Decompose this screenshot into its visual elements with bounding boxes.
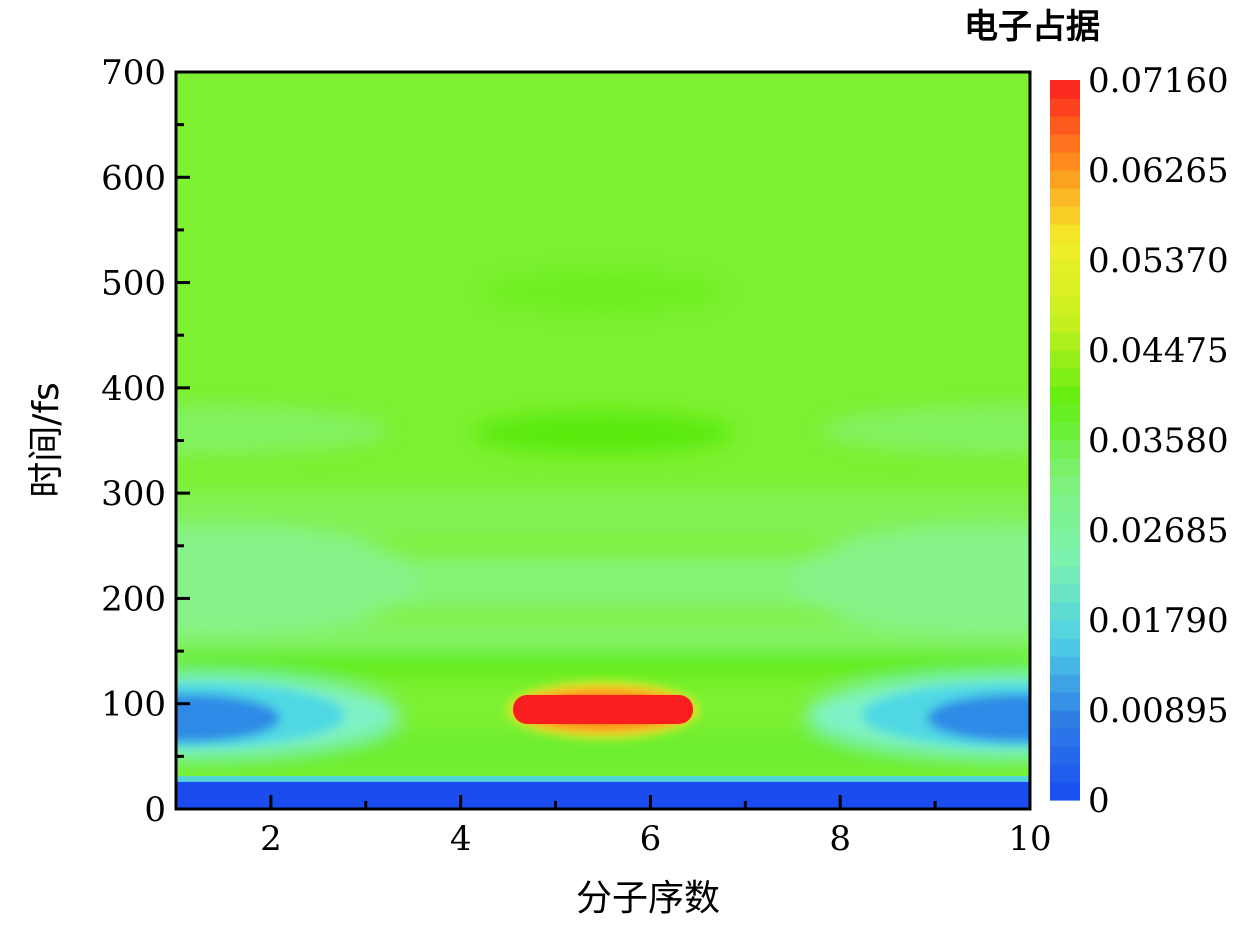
colorbar-level (1050, 782, 1080, 801)
colorbar-level (1050, 512, 1080, 531)
colorbar-level (1050, 674, 1080, 693)
colorbar-level (1050, 404, 1080, 423)
colorbar-level (1050, 206, 1080, 225)
x-tick-label: 6 (640, 819, 662, 859)
colorbar (1050, 80, 1080, 801)
colorbar-level (1050, 170, 1080, 189)
colorbar-level (1050, 458, 1080, 477)
colorbar-level (1050, 98, 1080, 117)
y-tick-label: 500 (101, 264, 166, 304)
colorbar-level (1050, 80, 1080, 99)
colorbar-tick-label: 0.04475 (1088, 331, 1229, 371)
colorbar-tick-label: 0 (1088, 781, 1110, 821)
colorbar-labels: 0 0.00895 0.01790 0.02685 0.03580 0.04475 0.05… (1088, 61, 1229, 821)
colorbar-level (1050, 710, 1080, 729)
colorbar-level (1050, 224, 1080, 243)
y-tick-label: 400 (101, 369, 166, 409)
y-tick-label: 700 (101, 53, 166, 93)
colorbar-tick-label: 0.01790 (1088, 601, 1229, 641)
colorbar-level (1050, 530, 1080, 549)
x-tick-label: 4 (450, 819, 472, 859)
colorbar-level (1050, 278, 1080, 297)
colorbar-level (1050, 314, 1080, 333)
axis-ticks (176, 70, 1032, 811)
colorbar-level (1050, 620, 1080, 639)
y-axis-title: 时间/fs (26, 382, 67, 498)
y-tick-labels: 0 100 200 300 400 500 600 700 (101, 53, 166, 830)
y-tick-label: 300 (101, 474, 166, 514)
colorbar-tick-label: 0.07160 (1088, 61, 1229, 101)
colorbar-level (1050, 656, 1080, 675)
colorbar-level (1050, 584, 1080, 603)
x-tick-labels: 2 4 6 8 10 (260, 819, 1052, 859)
x-tick-label: 2 (260, 819, 282, 859)
colorbar-level (1050, 728, 1080, 747)
colorbar-tick-label: 0.02685 (1088, 511, 1229, 551)
y-tick-label: 200 (101, 579, 166, 619)
colorbar-title: 电子占据 (964, 7, 1100, 47)
colorbar-level (1050, 134, 1080, 153)
y-tick-label: 600 (101, 158, 166, 198)
y-tick-label: 100 (101, 685, 166, 725)
colorbar-level (1050, 188, 1080, 207)
colorbar-level (1050, 260, 1080, 279)
colorbar-level (1050, 764, 1080, 783)
colorbar-level (1050, 332, 1080, 351)
colorbar-tick-label: 0.03580 (1088, 421, 1229, 461)
colorbar-level (1050, 422, 1080, 441)
colorbar-level (1050, 746, 1080, 765)
colorbar-level (1050, 566, 1080, 585)
colorbar-level (1050, 548, 1080, 567)
colorbar-level (1050, 692, 1080, 711)
colorbar-level (1050, 386, 1080, 405)
colorbar-tick-label: 0.05370 (1088, 241, 1229, 281)
x-axis-title: 分子序数 (576, 878, 720, 919)
x-tick-label: 10 (1008, 819, 1051, 859)
colorbar-level (1050, 152, 1080, 171)
colorbar-level (1050, 494, 1080, 513)
heatmap-field (176, 72, 1030, 809)
colorbar-level (1050, 116, 1080, 135)
colorbar-tick-label: 0.00895 (1088, 691, 1229, 731)
colorbar-level (1050, 350, 1080, 369)
colorbar-level (1050, 638, 1080, 657)
colorbar-level (1050, 602, 1080, 621)
colorbar-level (1050, 242, 1080, 261)
colorbar-level (1050, 368, 1080, 387)
colorbar-level (1050, 440, 1080, 459)
colorbar-level (1050, 296, 1080, 315)
colorbar-level (1050, 476, 1080, 495)
colorbar-tick-label: 0.06265 (1088, 151, 1229, 191)
x-tick-label: 8 (829, 819, 851, 859)
y-tick-label: 0 (144, 790, 166, 830)
